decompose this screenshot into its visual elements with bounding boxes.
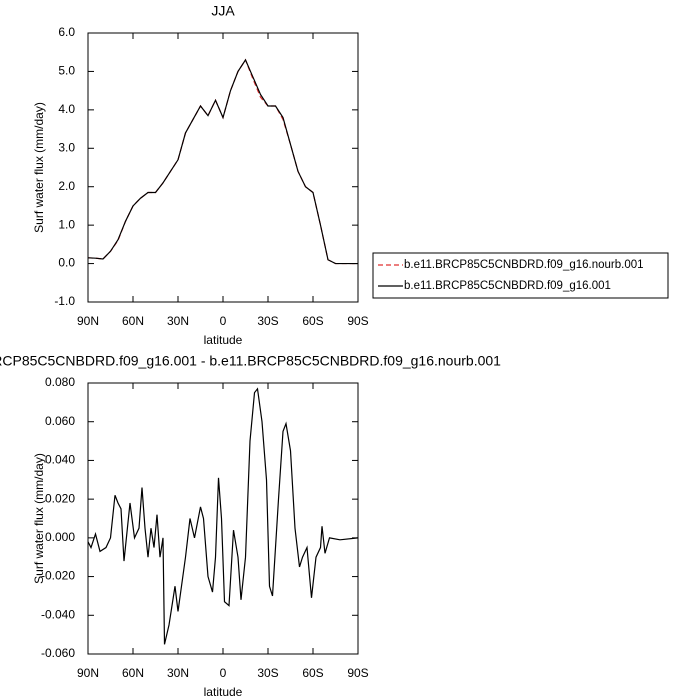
y-tick-label: -1.0 [54,294,75,308]
y-tick-label: 0.0 [58,256,75,270]
data-line [87,387,359,645]
chart: JJA latitude Surf water flux (mm/day) -1.0 0… [32,3,669,347]
x-tick-label: 90S [347,666,368,680]
y-tick-label: 0.040 [45,453,75,467]
x-tick-label: 60N [122,666,144,680]
y-tick-label: 0.060 [45,414,75,428]
legend-box [372,252,669,299]
legend-label: b.e11.BRCP85C5CNBDRD.f09_g16.001 [404,280,611,292]
chart: b.e11.BRCP85C5CNBDRD.f09_g16.001 - b.e11… [0,353,501,699]
x-tick-label: 90S [347,314,368,328]
y-tick-label: 5.0 [58,64,75,78]
x-tick-label: 30N [167,666,189,680]
y-tick-label: 0.000 [45,530,75,544]
chart-title: b.e11.BRCP85C5CNBDRD.f09_g16.001 - b.e11… [0,353,501,369]
y-tick-label: 2.0 [58,179,75,193]
y-axis-label: Surf water flux (mm/day) [32,453,46,584]
y-tick-label: 4.0 [58,102,75,116]
y-axis-label: Surf water flux (mm/day) [32,102,46,233]
plot-frame [87,32,359,303]
x-tick-label: 90N [77,666,99,680]
legend: b.e11.BRCP85C5CNBDRD.f09_g16.nourb.001 b.… [372,252,669,299]
x-tick-label: 60N [122,314,144,328]
x-tick-label: 90N [77,314,99,328]
y-tick-label: 6.0 [58,25,75,39]
y-tick-label: -0.060 [41,646,75,660]
x-axis-label: latitude [204,333,243,347]
x-tick-label: 60S [302,314,323,328]
x-tick-label: 0 [220,314,227,328]
chart-title: JJA [211,3,235,19]
y-tick-label: 0.020 [45,491,75,505]
x-tick-label: 0 [220,666,227,680]
legend-label: b.e11.BRCP85C5CNBDRD.f09_g16.nourb.001 [404,259,644,271]
data-line [87,58,358,265]
x-tick-label: 60S [302,666,323,680]
x-axis-label: latitude [204,685,243,699]
y-tick-label: 3.0 [58,140,75,154]
y-tick-label: 0.080 [45,375,75,389]
plot-frame [87,382,359,655]
x-tick-label: 30N [167,314,189,328]
data-line [87,58,358,265]
y-tick-label: -0.020 [41,569,75,583]
y-tick-label: -0.040 [41,607,75,621]
x-tick-label: 30S [257,666,278,680]
y-tick-label: 1.0 [58,217,75,231]
x-tick-label: 30S [257,314,278,328]
